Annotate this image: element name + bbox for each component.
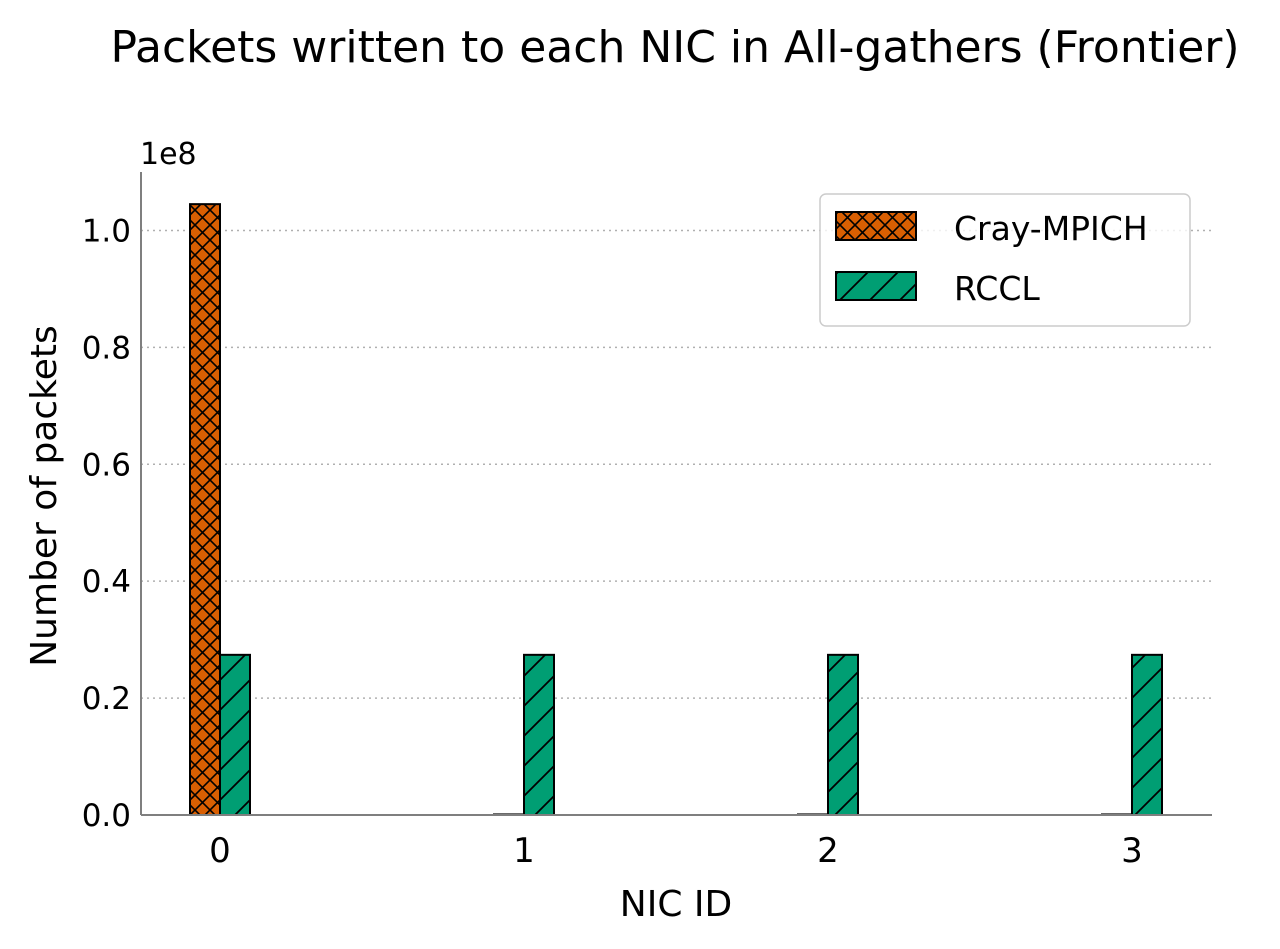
y-tick-label-3: 0.6 <box>82 447 131 483</box>
x-ticks: 0 1 2 3 <box>209 831 1143 871</box>
y-tick-label-0: 0.0 <box>82 798 131 834</box>
x-tick-label-0: 0 <box>209 831 231 871</box>
y-tick-label-1: 0.2 <box>82 681 131 717</box>
y-ticks: 0.0 0.2 0.4 0.6 0.8 1.0 <box>82 213 131 834</box>
bar-hatch-rccl-3 <box>1131 653 1163 816</box>
bars <box>189 203 1163 817</box>
x-tick-label-1: 1 <box>513 831 535 871</box>
y-tick-label-4: 0.8 <box>82 330 131 366</box>
bar-hatch-rccl-0 <box>219 653 251 816</box>
x-tick-label-3: 3 <box>1121 831 1143 871</box>
x-tick-label-2: 2 <box>817 831 839 871</box>
bar-hatch-cray-mpich-0 <box>189 203 221 816</box>
bar-hatch-rccl-2 <box>827 653 859 816</box>
y-tick-label-5: 1.0 <box>82 213 131 249</box>
legend-label-rccl: RCCL <box>954 269 1040 308</box>
axes <box>140 172 1212 816</box>
legend: Cray-MPICH RCCL <box>819 193 1191 327</box>
x-axis-label: NIC ID <box>620 884 732 925</box>
y-tick-label-2: 0.4 <box>82 564 131 600</box>
y-offset-label: 1e8 <box>140 137 197 172</box>
legend-swatch-rccl-hatch <box>835 271 917 301</box>
legend-label-cray-mpich: Cray-MPICH <box>954 209 1148 248</box>
bar-hatch-rccl-1 <box>523 653 555 816</box>
legend-swatch-cray-mpich-hatch <box>835 211 917 241</box>
chart-title: Packets written to each NIC in All-gathe… <box>110 22 1239 73</box>
grid-lines <box>141 229 1212 699</box>
y-axis-label: Number of packets <box>24 325 65 667</box>
